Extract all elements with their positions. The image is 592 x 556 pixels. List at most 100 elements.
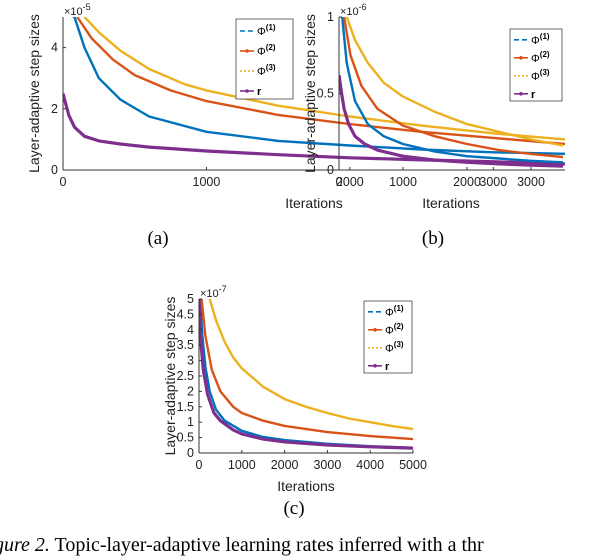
legend-label-r: r — [257, 86, 262, 98]
subfigure-label-c: (c) — [283, 498, 304, 519]
y-tick-label: 4 — [187, 323, 194, 337]
legend-marker-r — [245, 89, 249, 93]
legend-label-name: Φ — [385, 343, 394, 355]
x-axis-title: Iterations — [422, 195, 480, 211]
legend-label-sup: (3) — [394, 340, 404, 349]
legend-label-name: Φ — [385, 307, 394, 319]
x-tick-label: 3000 — [517, 175, 545, 189]
legend-label-name: r — [385, 361, 390, 373]
legend-label-sup: (3) — [266, 63, 276, 72]
x-axis-title: Iterations — [285, 195, 343, 211]
x-tick-label: 2000 — [453, 175, 481, 189]
x-tick-label: 2000 — [336, 175, 364, 189]
y-tick-label: 2 — [51, 102, 58, 116]
y-tick-label: 0.5 — [317, 87, 334, 101]
series-line-phi3 — [345, 17, 563, 147]
x-tick-label: 4000 — [356, 458, 384, 472]
legend-label-sup: (2) — [394, 322, 404, 331]
x-tick-label: 3000 — [313, 458, 341, 472]
figure-caption: gure 2. Topic-layer-adaptive learning ra… — [0, 534, 484, 556]
y-tick-label: 1.5 — [177, 400, 194, 414]
x-tick-label: 1000 — [228, 458, 256, 472]
series-line-phi2 — [200, 299, 413, 441]
series-line-r — [199, 299, 413, 450]
y-tick-label: 2.5 — [177, 369, 194, 383]
series-line-phi1 — [71, 17, 565, 155]
legend-label-name: Φ — [531, 35, 540, 47]
y-tick-label: 0.5 — [177, 431, 194, 445]
legend-label-phi1: Φ(1) — [531, 32, 550, 47]
x-axis-title: Iterations — [277, 478, 335, 494]
caption-text: Topic-layer-adaptive learning rates infe… — [50, 534, 484, 556]
chart-a: 0 1000 2000 3000024×10-5IterationsLayer-ada… — [26, 2, 565, 211]
x-tick-label: 1000 — [193, 175, 221, 189]
legend-box — [235, 18, 294, 100]
x-tick-label: 0 — [196, 458, 203, 472]
y-multiplier-exponent: -6 — [359, 2, 367, 12]
y-multiplier: ×10-7 — [200, 284, 227, 300]
legend-label-name: Φ — [385, 325, 394, 337]
subfigure-label-a: (a) — [147, 228, 168, 249]
legend-box — [363, 300, 413, 374]
series-line-phi2 — [76, 17, 565, 146]
caption-lead: gure 2. — [0, 534, 50, 556]
legend-label-phi1: Φ(1) — [385, 304, 404, 319]
y-tick-label: 3.5 — [177, 338, 194, 352]
y-multiplier-exponent: -5 — [83, 2, 91, 12]
series-line-phi2 — [342, 17, 563, 159]
y-tick-label: 0 — [187, 446, 194, 460]
legend-marker-phi2 — [519, 56, 523, 60]
legend-label-sup: (2) — [540, 50, 550, 59]
legend-label-name: Φ — [257, 46, 266, 58]
legend-marker-r — [373, 364, 377, 368]
series-line-phi3 — [83, 17, 565, 141]
legend-marker-r — [519, 92, 523, 96]
legend-label-sup: (1) — [266, 23, 276, 32]
y-multiplier: ×10-5 — [64, 2, 91, 18]
y-tick-label: 2 — [187, 384, 194, 398]
y-multiplier-base: ×10 — [340, 6, 359, 18]
y-tick-label: 0 — [51, 163, 58, 177]
y-axis-title: Layer-adaptive step sizes — [26, 14, 42, 173]
legend-label-name: r — [257, 86, 262, 98]
legend-label-phi3: Φ(3) — [257, 63, 276, 78]
legend-label-phi1: Φ(1) — [257, 23, 276, 38]
legend-marker-phi2 — [373, 328, 377, 332]
subfigure-label-b: (b) — [422, 228, 444, 249]
legend-label-sup: (1) — [394, 304, 404, 313]
legend-label-name: Φ — [531, 71, 540, 83]
legend-label-phi3: Φ(3) — [385, 340, 404, 355]
series-line-r — [339, 74, 563, 168]
y-tick-label: 5 — [187, 292, 194, 306]
series-line-phi3 — [208, 299, 413, 431]
x-tick-label: 2000 — [271, 458, 299, 472]
y-tick-label: 0 — [327, 163, 334, 177]
y-tick-label: 4.5 — [177, 307, 194, 321]
y-tick-label: 4 — [51, 41, 58, 55]
legend-label-sup: (3) — [540, 68, 550, 77]
legend-label-r: r — [531, 89, 536, 101]
y-multiplier-exponent: -7 — [219, 284, 227, 294]
x-tick-label: 5000 — [399, 458, 427, 472]
y-axis-title: Layer-adaptive step sizes — [162, 297, 178, 456]
series-line-phi1 — [341, 17, 563, 164]
x-tick-label: 3000 — [479, 175, 507, 189]
x-tick-label: 1000 — [389, 175, 417, 189]
legend-label-phi2: Φ(2) — [531, 50, 550, 65]
legend-label-phi3: Φ(3) — [531, 68, 550, 83]
legend-box — [509, 28, 563, 102]
y-multiplier: ×10-6 — [340, 2, 367, 18]
y-multiplier-base: ×10 — [200, 288, 219, 300]
y-axis-title: Layer-adaptive step sizes — [302, 14, 318, 173]
legend-label-name: Φ — [257, 26, 266, 38]
y-tick-label: 1 — [327, 10, 334, 24]
x-tick-label: 0 — [336, 175, 343, 189]
legend-label-r: r — [385, 361, 390, 373]
legend-label-sup: (1) — [540, 32, 550, 41]
legend-label-name: r — [531, 89, 536, 101]
x-tick-label: 0 — [60, 175, 67, 189]
legend-label-name: Φ — [531, 53, 540, 65]
legend-marker-phi2 — [245, 49, 249, 53]
